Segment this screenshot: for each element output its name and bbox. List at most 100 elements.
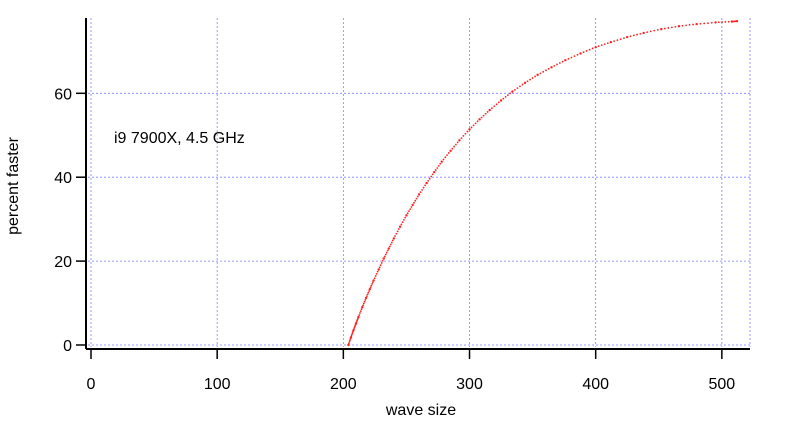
curve-dot: [526, 80, 529, 83]
curve-dot: [703, 22, 706, 25]
curve-dot: [383, 255, 386, 258]
curve-dot: [422, 186, 425, 189]
data-point: [347, 343, 350, 347]
curve-dot: [404, 216, 407, 219]
x-tick-label: 500: [709, 376, 736, 393]
curve-dot: [585, 50, 588, 52]
curve-dot: [370, 284, 373, 287]
x-tick-label: 100: [204, 376, 231, 393]
curve-dot: [699, 22, 702, 25]
curve-dot: [521, 83, 524, 86]
curve-dot: [491, 107, 493, 110]
curve-dot: [350, 335, 353, 337]
curve-dot: [362, 304, 364, 307]
curve-dot: [395, 232, 398, 235]
curve-dot: [531, 77, 534, 79]
data-point: [458, 139, 461, 142]
curve-dot: [509, 92, 512, 95]
curve-dot: [603, 43, 606, 46]
curve-dot: [427, 179, 430, 182]
data-point: [377, 268, 380, 271]
curve-dot: [362, 302, 365, 305]
curve-dot: [447, 152, 450, 154]
curve-dot: [348, 341, 351, 343]
data-point: [536, 73, 539, 77]
curve-dot: [724, 21, 727, 23]
curve-dot: [444, 156, 447, 159]
curve-dot: [497, 101, 500, 104]
data-point: [382, 257, 385, 260]
curve-dot: [466, 130, 469, 133]
curve-dot: [436, 167, 439, 169]
data-point: [511, 90, 514, 93]
curve-dot: [415, 197, 418, 200]
curve-dot: [674, 25, 677, 28]
y-axis-label: percent faster: [5, 136, 22, 235]
curve-dot: [373, 277, 376, 280]
curve-dot: [409, 208, 412, 210]
curve-dot: [556, 63, 558, 66]
curve-dot: [367, 291, 370, 294]
y-tick-label: 20: [54, 254, 72, 271]
data-point: [488, 108, 491, 112]
curve-dot: [547, 67, 550, 70]
curve-dot: [396, 230, 399, 233]
data-point: [449, 149, 452, 152]
curve-dot: [363, 300, 366, 303]
curve-dot: [375, 272, 378, 275]
curve-dot: [368, 290, 370, 292]
curve-dot: [374, 275, 377, 277]
chart-annotation: i9 7900X, 4.5 GHz: [114, 130, 245, 147]
curve-dot: [514, 88, 516, 91]
curve-dot: [516, 87, 519, 90]
curve-dot: [591, 47, 594, 50]
curve-dot: [539, 72, 542, 75]
curve-dot: [692, 23, 694, 26]
data-point: [579, 52, 582, 55]
curve-dot: [390, 241, 393, 244]
curve-dot: [570, 56, 573, 59]
curve-dot: [397, 228, 400, 230]
curve-dot: [519, 85, 521, 88]
curve-dot: [504, 96, 507, 98]
curve-dot: [486, 111, 489, 113]
curve-dot: [474, 122, 477, 125]
curve-dot: [670, 26, 673, 29]
curve-dot: [388, 245, 391, 248]
curve-dot: [349, 339, 351, 342]
data-point: [609, 40, 613, 44]
curve-dot: [482, 114, 485, 117]
curve-dot: [663, 27, 666, 30]
y-tick-label: 40: [54, 170, 72, 187]
curve-dot: [434, 169, 437, 171]
y-tick-label: 0: [63, 338, 72, 355]
data-point: [372, 279, 375, 282]
data-point: [735, 19, 739, 23]
curve-dot: [384, 253, 387, 256]
curve-dot: [371, 281, 374, 284]
curve-dot: [431, 173, 434, 176]
curve-dot: [600, 44, 603, 47]
curve-dot: [376, 270, 379, 273]
curve-dot: [406, 212, 409, 215]
data-point: [642, 31, 645, 35]
curve-dot: [464, 132, 467, 135]
curve-dot: [484, 112, 487, 115]
data-point: [357, 315, 360, 319]
curve-dot: [359, 312, 361, 314]
curve-dot: [365, 295, 368, 298]
data-point: [417, 193, 421, 196]
x-tick-label: 200: [330, 376, 357, 393]
data-point: [368, 288, 372, 291]
curve-dot: [606, 42, 609, 45]
data-point: [387, 247, 390, 250]
curve-dot: [430, 175, 433, 178]
curve-dot: [401, 221, 404, 224]
curve-dot: [439, 162, 442, 165]
data-point: [594, 45, 597, 49]
data-point: [405, 214, 408, 217]
data-point: [626, 35, 629, 39]
curve-dot: [558, 62, 561, 64]
x-axis-label: wave size: [385, 402, 456, 419]
tick-labels: 0 100 200 300 400 500 0 20 40 60: [54, 86, 735, 393]
